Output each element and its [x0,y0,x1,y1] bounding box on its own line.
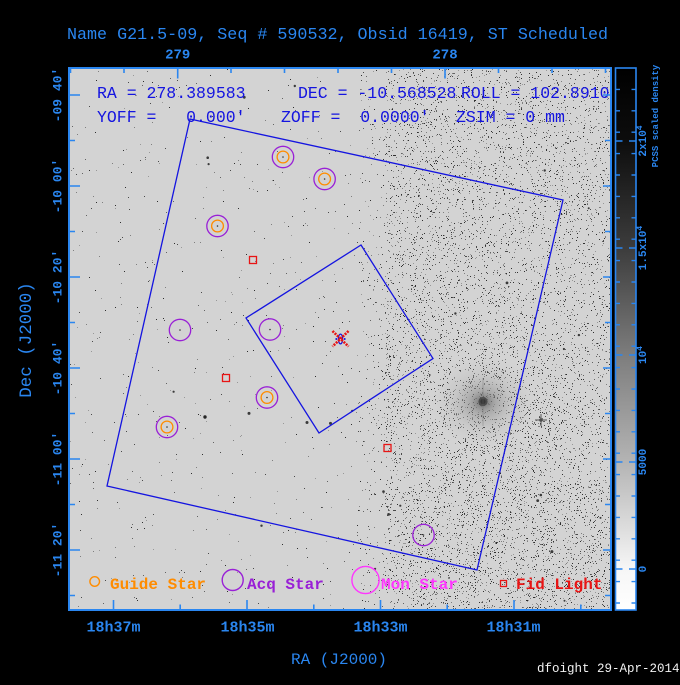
svg-text:-10 20': -10 20' [51,250,66,305]
svg-text:ZOFF = 0.0000': ZOFF = 0.0000' [281,108,430,127]
svg-text:Acq Star: Acq Star [247,576,324,594]
svg-text:5000: 5000 [638,449,650,475]
svg-text:Fid Light: Fid Light [516,576,602,594]
svg-text:Mon Star: Mon Star [381,576,458,594]
svg-text:ZSIM = 0 mm: ZSIM = 0 mm [456,108,565,127]
svg-text:Dec (J2000): Dec (J2000) [17,282,37,398]
svg-text:DEC = -10.568528: DEC = -10.568528 [298,84,456,103]
svg-text:-11 20': -11 20' [51,523,66,578]
svg-text:Guide Star: Guide Star [110,576,206,594]
svg-text:dfoight 29-Apr-2014 11:22: dfoight 29-Apr-2014 11:22 [537,662,680,676]
svg-text:YOFF = 0.000': YOFF = 0.000' [97,108,246,127]
svg-text:18h37m: 18h37m [86,620,140,637]
svg-text:279: 279 [165,48,190,64]
svg-text:PCSS scaled density: PCSS scaled density [651,64,661,167]
svg-text:ROLL = 102.8910: ROLL = 102.8910 [461,84,610,103]
svg-text:18h33m: 18h33m [353,620,407,637]
svg-text:-11 00': -11 00' [51,432,66,487]
svg-text:-09 40': -09 40' [51,68,66,123]
svg-text:RA = 278.389583: RA = 278.389583 [97,84,246,103]
svg-text:-10 00': -10 00' [51,159,66,214]
svg-text:1.5x104: 1.5x104 [636,226,650,271]
svg-text:Name G21.5-09, Seq # 590532, O: Name G21.5-09, Seq # 590532, Obsid 16419… [67,25,608,44]
svg-text:0: 0 [638,566,650,573]
svg-text:278: 278 [432,48,457,64]
svg-text:-10 40': -10 40' [51,341,66,396]
svg-text:18h31m: 18h31m [486,620,540,637]
svg-text:2x104: 2x104 [636,125,650,156]
svg-text:18h35m: 18h35m [220,620,274,637]
svg-text:RA (J2000): RA (J2000) [291,651,387,669]
